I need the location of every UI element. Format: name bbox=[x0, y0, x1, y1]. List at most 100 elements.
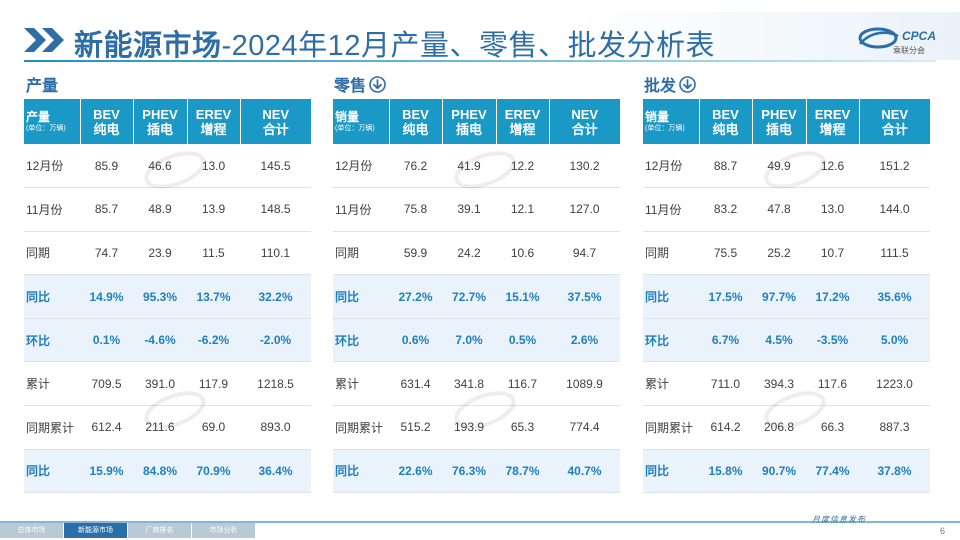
table-cell: 893.0 bbox=[240, 405, 311, 450]
table-cell: 7.0% bbox=[442, 318, 496, 363]
row-label: 11月份 bbox=[333, 187, 389, 232]
table-cell: 211.6 bbox=[133, 405, 187, 450]
table-cell: 27.2% bbox=[389, 274, 442, 319]
column-header-phev: PHEV 插电 bbox=[442, 99, 497, 144]
table-cell: 76.2 bbox=[389, 144, 442, 189]
watermark-icon bbox=[764, 151, 826, 189]
table-cell: 116.7 bbox=[496, 361, 549, 407]
table-cell: 13.0 bbox=[187, 144, 240, 189]
table-cell: 515.2 bbox=[389, 405, 442, 450]
footer-tab-overall-market[interactable]: 总体市场 bbox=[0, 523, 64, 538]
section-heading-label: 批发 bbox=[644, 78, 677, 95]
watermark-icon bbox=[144, 391, 206, 429]
table-cell: 22.6% bbox=[389, 449, 442, 494]
table-cell: 206.8 bbox=[752, 405, 806, 450]
footer-release-label: 月度信息发布 bbox=[812, 515, 866, 524]
watermark-icon bbox=[454, 391, 516, 429]
table-cell: 94.7 bbox=[549, 231, 620, 276]
table-cell: 66.3 bbox=[806, 405, 859, 450]
table-cell: 151.2 bbox=[859, 144, 930, 189]
table-cell: 59.9 bbox=[389, 231, 442, 276]
table-cell: -4.6% bbox=[133, 318, 187, 363]
arrow-down-circle-icon bbox=[369, 75, 386, 93]
table-cell: 84.8% bbox=[133, 449, 187, 494]
table-cell: 24.2 bbox=[442, 231, 496, 276]
table-cell: 41.9 bbox=[442, 144, 496, 189]
table-cell: 75.5 bbox=[699, 231, 752, 276]
table-cell: 111.5 bbox=[859, 231, 930, 276]
table-row: 同比 27.2% 72.7% 15.1% 37.5% bbox=[333, 274, 620, 319]
table-cell: 90.7% bbox=[752, 449, 806, 494]
corner-header: 销量 (单位：万辆) bbox=[643, 99, 700, 144]
table-cell: 95.3% bbox=[133, 274, 187, 319]
section-heading-production: 产量 bbox=[26, 73, 58, 95]
table-row: 环比 0.1% -4.6% -6.2% -2.0% bbox=[24, 318, 311, 363]
table-cell: 83.2 bbox=[699, 187, 752, 232]
footer-tab-market-analysis[interactable]: 市场分析 bbox=[192, 523, 256, 538]
table-cell: -3.5% bbox=[806, 318, 859, 363]
column-header-erev: EREV 增程 bbox=[806, 99, 860, 144]
column-header-bev: BEV 纯电 bbox=[699, 99, 753, 144]
footer-tab-maker-ranking[interactable]: 厂商排名 bbox=[128, 523, 192, 538]
table-cell: 0.5% bbox=[496, 318, 549, 363]
table-cell: 711.0 bbox=[699, 361, 752, 407]
watermark-icon bbox=[764, 391, 826, 429]
table-cell: 145.5 bbox=[240, 144, 311, 189]
section-heading-retail: 零售 bbox=[334, 73, 386, 95]
row-label: 累计 bbox=[24, 361, 80, 407]
row-label: 11月份 bbox=[643, 187, 699, 232]
table-cell: 887.3 bbox=[859, 405, 930, 450]
table-cell: 14.9% bbox=[80, 274, 133, 319]
table-cell: 341.8 bbox=[442, 361, 496, 407]
table-cell: 1089.9 bbox=[549, 361, 620, 407]
table-cell: -2.0% bbox=[240, 318, 311, 363]
table-cell: 117.6 bbox=[806, 361, 859, 407]
row-label: 累计 bbox=[333, 361, 389, 407]
row-label: 同期 bbox=[333, 231, 389, 276]
unit-label: (单位：万辆) bbox=[26, 124, 66, 132]
table-cell: 612.4 bbox=[80, 405, 133, 450]
table-cell: 0.6% bbox=[389, 318, 442, 363]
row-label: 12月份 bbox=[24, 144, 80, 189]
row-label: 12月份 bbox=[643, 144, 699, 189]
table-cell: 12.6 bbox=[806, 144, 859, 189]
column-header-nev: NEV 合计 bbox=[240, 99, 311, 144]
section-heading-wholesale: 批发 bbox=[644, 73, 696, 95]
row-label: 累计 bbox=[643, 361, 699, 407]
table-cell: 37.5% bbox=[549, 274, 620, 319]
table-cell: 13.0 bbox=[806, 187, 859, 232]
table-cell: 709.5 bbox=[80, 361, 133, 407]
column-header-bev: BEV 纯电 bbox=[389, 99, 443, 144]
table-header-row: 销量 (单位：万辆) BEV 纯电 PHEV 插电 EREV 增程 NEV 合计 bbox=[333, 99, 620, 144]
table-cell: 36.4% bbox=[240, 449, 311, 494]
table-cell: 13.9 bbox=[187, 187, 240, 232]
table-cell: 69.0 bbox=[187, 405, 240, 450]
table-cell: 77.4% bbox=[806, 449, 859, 494]
table-cell: 391.0 bbox=[133, 361, 187, 407]
table-cell: 6.7% bbox=[699, 318, 752, 363]
table-cell: 130.2 bbox=[549, 144, 620, 189]
chevron-right-icon bbox=[24, 28, 64, 52]
row-label: 同比 bbox=[24, 449, 80, 494]
table-cell: 127.0 bbox=[549, 187, 620, 232]
footer-tab-nev-market[interactable]: 新能源市场 bbox=[64, 523, 128, 538]
column-header-erev: EREV 增程 bbox=[496, 99, 550, 144]
row-label: 同比 bbox=[333, 274, 389, 319]
row-label: 11月份 bbox=[24, 187, 80, 232]
table-row: 同期累计 612.4 211.6 69.0 893.0 bbox=[24, 405, 311, 450]
table-row: 同比 14.9% 95.3% 13.7% 32.2% bbox=[24, 274, 311, 319]
table-cell: 10.6 bbox=[496, 231, 549, 276]
table-row: 同比 15.9% 84.8% 70.9% 36.4% bbox=[24, 449, 311, 494]
footer-nav: 总体市场 新能源市场 厂商排名 市场分析 bbox=[0, 523, 256, 538]
table-row: 同期累计 614.2 206.8 66.3 887.3 bbox=[643, 405, 930, 450]
table-row: 同比 17.5% 97.7% 17.2% 35.6% bbox=[643, 274, 930, 319]
table-cell: 1223.0 bbox=[859, 361, 930, 407]
table-cell: 39.1 bbox=[442, 187, 496, 232]
table-cell: 17.2% bbox=[806, 274, 859, 319]
table-cell: 32.2% bbox=[240, 274, 311, 319]
page-number: 6 bbox=[940, 526, 946, 536]
table-row: 同期 59.9 24.2 10.6 94.7 bbox=[333, 231, 620, 276]
row-label: 环比 bbox=[333, 318, 389, 363]
column-header-phev: PHEV 插电 bbox=[133, 99, 188, 144]
table-row: 同期 74.7 23.9 11.5 110.1 bbox=[24, 231, 311, 276]
